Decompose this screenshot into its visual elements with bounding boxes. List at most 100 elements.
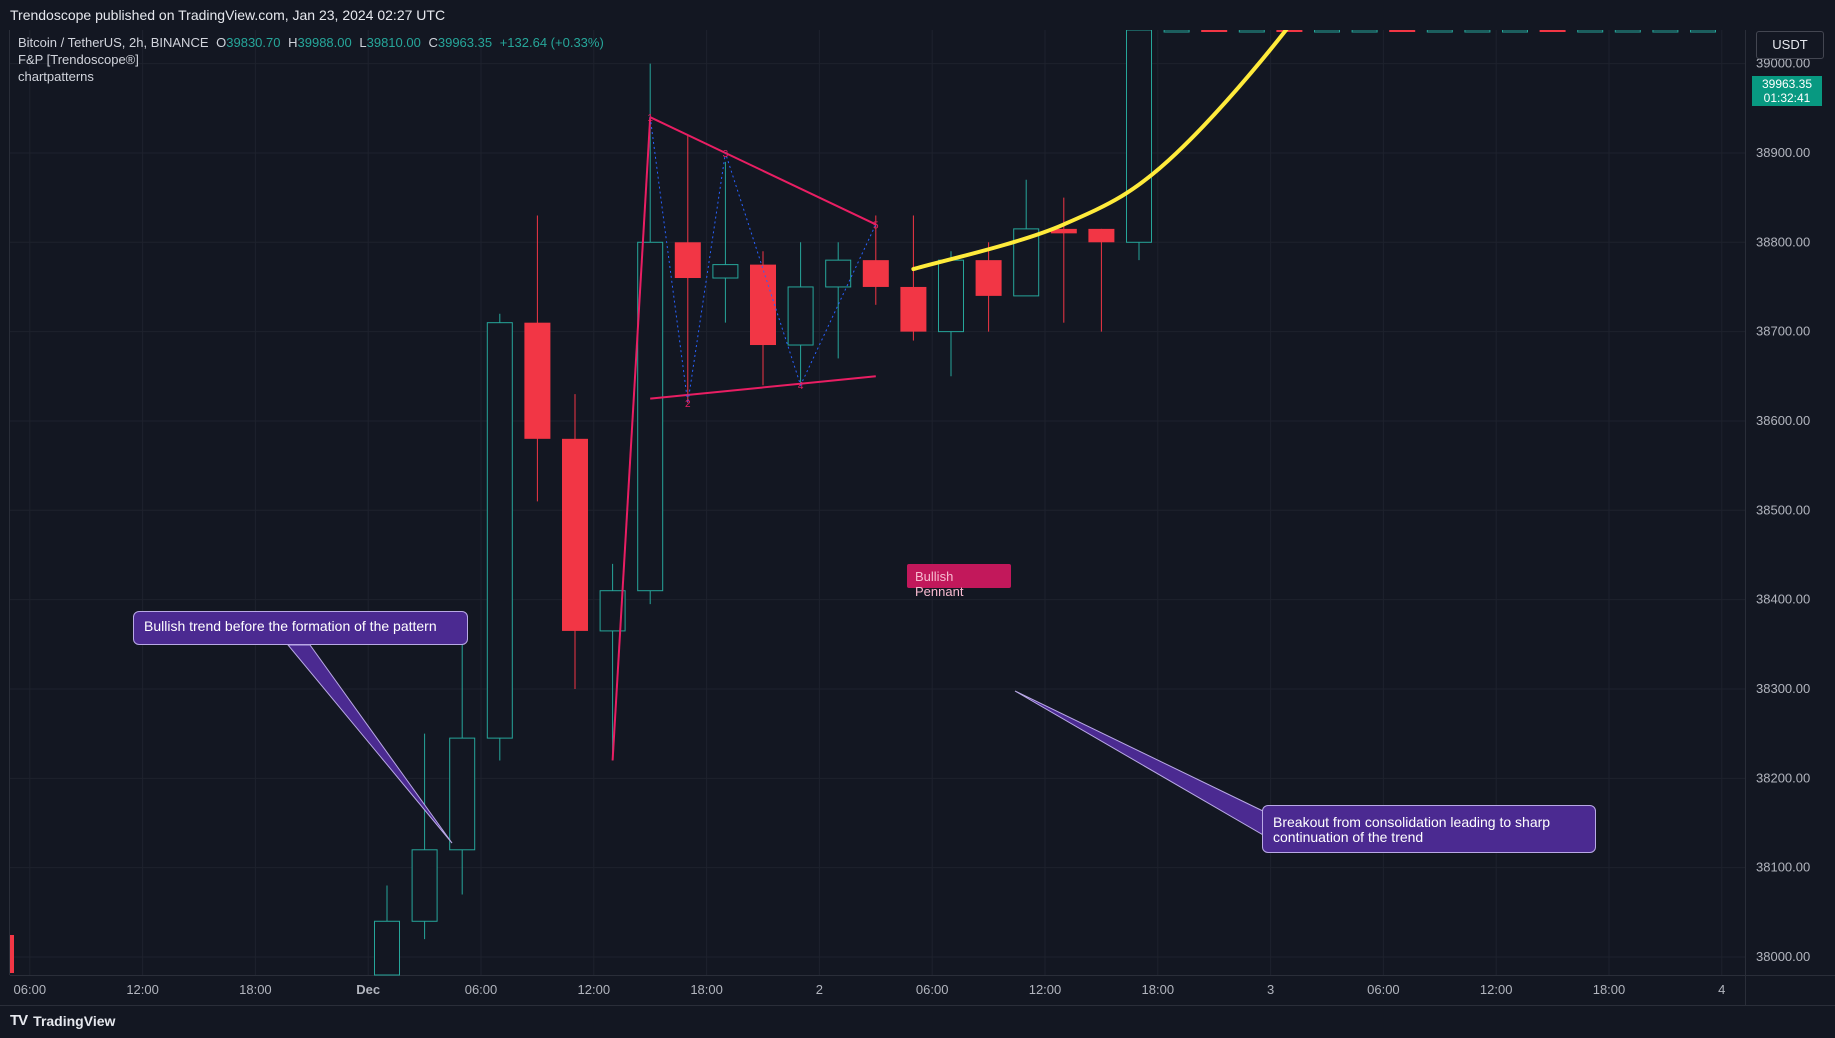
pivot-label: 1 xyxy=(647,113,653,124)
candle xyxy=(1464,30,1491,33)
symbol-name[interactable]: Bitcoin / TetherUS, 2h, BINANCE xyxy=(18,35,209,50)
candle xyxy=(1276,30,1303,32)
bullish-trend-text: Bullish trend before the formation of th… xyxy=(144,618,437,634)
close-value: 39963.35 xyxy=(437,35,493,50)
candle-body-up xyxy=(1163,30,1190,33)
breakout-text: Breakout from consolidation leading to s… xyxy=(1273,814,1551,845)
candle-body-up xyxy=(1502,30,1528,33)
x-tick-label: 12:00 xyxy=(126,982,159,997)
candle xyxy=(449,644,476,895)
low-value: 39810.00 xyxy=(366,35,421,50)
tradingview-mark-icon: TV xyxy=(10,1012,28,1029)
candle-body-up xyxy=(712,264,739,279)
x-tick-label: 06:00 xyxy=(1367,982,1400,997)
x-tick-label: Dec xyxy=(356,982,380,997)
candle-body-down xyxy=(900,286,927,332)
y-tick-label: 38400.00 xyxy=(1756,592,1810,607)
candle xyxy=(938,251,964,377)
y-tick-label: 38100.00 xyxy=(1756,860,1810,875)
indicator-chartpatterns[interactable]: chartpatterns xyxy=(18,69,94,84)
pattern-label-text: Bullish Pennant xyxy=(915,569,964,599)
x-tick-label: 12:00 xyxy=(1029,982,1062,997)
flag-pole xyxy=(611,117,652,761)
candle-body-up xyxy=(1464,30,1491,33)
candle xyxy=(712,161,739,323)
x-tick-label: 18:00 xyxy=(1593,982,1626,997)
pivot-label: 2 xyxy=(685,399,691,410)
candle xyxy=(787,242,814,386)
candle-body-down xyxy=(1539,30,1566,32)
y-tick-label: 38200.00 xyxy=(1756,770,1810,785)
pivot-label: 5 xyxy=(873,220,879,231)
candle xyxy=(1539,30,1566,32)
bar-countdown: 01:32:41 xyxy=(1763,91,1811,105)
x-tick-label: 18:00 xyxy=(690,982,723,997)
candle xyxy=(1614,30,1641,33)
candle-body-up xyxy=(1652,30,1679,33)
candle xyxy=(637,63,664,605)
candle-body-down xyxy=(1276,30,1303,32)
last-price-tag: 39963.35 01:32:41 xyxy=(1752,76,1822,106)
indicator-fp[interactable]: F&P [Trendoscope®] xyxy=(18,52,139,67)
candlestick-chart[interactable]: 38000.00 38100.00 38200.00 38300.00 38400.00… xyxy=(0,30,1835,1005)
bottom-left-marker xyxy=(10,935,14,973)
candle-body-down xyxy=(674,242,701,279)
low-label: L xyxy=(359,35,367,50)
candle xyxy=(1163,30,1190,33)
x-tick-label: 4 xyxy=(1718,982,1725,997)
callout-pointers xyxy=(286,644,1266,844)
candle-body-down xyxy=(750,264,776,346)
x-tick-label: 18:00 xyxy=(239,982,272,997)
tradingview-brand: TradingView xyxy=(33,1012,116,1029)
symbol-line[interactable]: Bitcoin / TetherUS, 2h, BINANCE O39830.7… xyxy=(18,34,604,51)
breakout-callout: Breakout from consolidation leading to s… xyxy=(1262,805,1596,853)
candle xyxy=(1652,30,1679,33)
pivot-label: 4 xyxy=(798,381,804,392)
pennant-upper-line xyxy=(649,116,877,226)
x-tick-label: 12:00 xyxy=(578,982,611,997)
time-axis[interactable]: 06:00 12:00 18:00 Dec 06:00 12:00 18:00 2 06:00 1… xyxy=(14,982,1726,997)
candle xyxy=(750,251,776,386)
grid xyxy=(9,30,1835,1005)
candle xyxy=(374,885,400,976)
y-tick-label: 38300.00 xyxy=(1756,681,1810,696)
x-tick-label: 18:00 xyxy=(1142,982,1175,997)
chart-area[interactable]: 38000.00 38100.00 38200.00 38300.00 38400.00… xyxy=(0,30,1835,1005)
candle xyxy=(411,733,438,940)
candle-body-up xyxy=(787,286,814,346)
candle-body-up xyxy=(1314,30,1340,33)
bottom-bar xyxy=(0,1005,1835,1038)
open-label: O xyxy=(216,35,227,50)
candle xyxy=(1502,30,1528,33)
candle xyxy=(524,215,551,502)
candle-body-up xyxy=(637,241,664,592)
y-tick-label: 38000.00 xyxy=(1756,949,1810,964)
x-tick-label: 3 xyxy=(1267,982,1274,997)
candle xyxy=(1690,30,1716,33)
candle-body-up xyxy=(1126,30,1152,243)
candle-body-down xyxy=(562,438,588,631)
candle-body-down xyxy=(1201,30,1228,32)
candle xyxy=(1050,197,1077,323)
candle xyxy=(562,394,588,689)
candles xyxy=(374,30,1716,976)
x-tick-label: 06:00 xyxy=(14,982,47,997)
candle xyxy=(599,563,626,761)
x-tick-label: 06:00 xyxy=(465,982,498,997)
candle xyxy=(1389,30,1416,32)
candle-body-down xyxy=(862,260,889,287)
candle-body-down xyxy=(1050,228,1077,234)
currency-selector[interactable]: USDT xyxy=(1756,31,1824,59)
candle xyxy=(1577,30,1604,33)
x-tick-label: 12:00 xyxy=(1480,982,1513,997)
last-price-value: 39963.35 xyxy=(1761,77,1813,91)
candle-body-up xyxy=(1426,30,1453,33)
chart-legend[interactable]: Bitcoin / TetherUS, 2h, BINANCE O39830.7… xyxy=(18,34,604,85)
close-label: C xyxy=(428,35,438,50)
candle-body-down xyxy=(524,322,551,439)
open-value: 39830.70 xyxy=(226,35,281,50)
price-axis[interactable]: 38000.00 38100.00 38200.00 38300.00 38400.00… xyxy=(1756,30,1810,964)
candle xyxy=(825,242,852,359)
tradingview-logo[interactable]: TV TradingView xyxy=(10,1012,115,1029)
bullish-trend-pointer xyxy=(286,644,453,844)
